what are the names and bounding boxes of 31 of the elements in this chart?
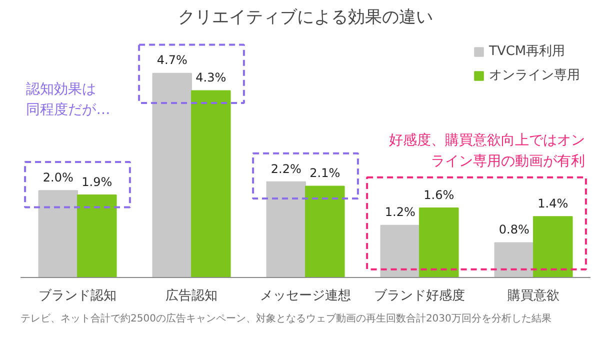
data-label: 1.4% — [538, 196, 568, 211]
data-label: 1.9% — [82, 174, 112, 189]
annotation: 認知効果は同程度だが… — [26, 81, 110, 118]
data-label: 2.2% — [270, 162, 302, 176]
x-tick-label: 広告認知 — [166, 288, 218, 304]
data-label: 4.3% — [196, 70, 226, 85]
bar — [77, 194, 117, 278]
bar — [380, 224, 420, 278]
data-label: 1.2% — [384, 205, 416, 220]
bar — [533, 216, 573, 278]
bar — [305, 186, 345, 278]
x-tick-label: メッセージ連想 — [260, 288, 351, 304]
data-label: 1.6% — [424, 188, 454, 202]
data-label: 4.7% — [156, 53, 188, 68]
bar — [152, 72, 192, 278]
x-tick-label: 購買意欲 — [508, 288, 560, 304]
data-label: 0.8% — [498, 222, 530, 237]
x-tick-label: ブランド好感度 — [374, 288, 465, 304]
text: テレビ、ネット合計で約2500の広告キャンペーン、対象となるウェブ動画の再生回数合計2030万回分を分析した結果 — [20, 312, 552, 324]
data-label: 2.0% — [42, 170, 74, 184]
bar — [38, 190, 78, 278]
bar — [266, 181, 306, 278]
bar — [191, 90, 231, 278]
bar — [419, 207, 459, 278]
legend-label: オンライン専用 — [489, 67, 580, 84]
chart-title: クリエイティブによる効果の違い — [178, 8, 433, 28]
x-tick-label: ブランド認知 — [38, 288, 116, 304]
bar — [494, 242, 534, 278]
data-label: 2.1% — [310, 166, 340, 180]
annotation: 好感度、購買意欲向上ではオンライン専用の動画が有利 — [388, 132, 585, 170]
legend-label: TVCM再利用 — [489, 43, 566, 60]
